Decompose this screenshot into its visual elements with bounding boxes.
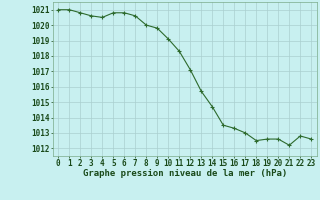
X-axis label: Graphe pression niveau de la mer (hPa): Graphe pression niveau de la mer (hPa)	[83, 169, 287, 178]
